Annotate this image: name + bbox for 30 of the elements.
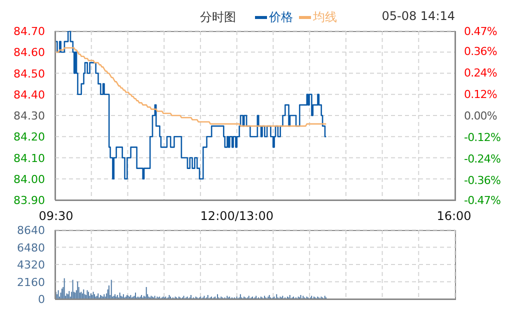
y-tick-label: 83.90 (14, 194, 45, 207)
y-tick-label: 84.70 (14, 25, 45, 38)
legend-label: 均线 (313, 9, 337, 26)
x-tick-label: 16:00 (436, 209, 472, 223)
x-tick-label: 09:30 (38, 209, 74, 223)
y2-tick-label: -0.36% (464, 174, 501, 188)
y-tick-label: 6480 (17, 241, 45, 254)
y-tick-label: 4320 (17, 258, 45, 272)
legend-label: 价格 (269, 9, 293, 26)
y-tick-label: 0 (38, 293, 45, 306)
y-tick-label: 2160 (17, 276, 45, 289)
y-tick-label: 84.50 (14, 67, 45, 80)
y2-tick-label: 0.12% (464, 88, 497, 101)
y-tick-label: 84.40 (14, 88, 45, 102)
y-tick-label: 84.00 (14, 172, 45, 186)
y2-tick-label: 0.24% (464, 66, 497, 80)
chart-title: 分时图 (200, 9, 236, 26)
y-tick-label: 84.20 (14, 130, 45, 144)
y-tick-label: 84.60 (14, 46, 45, 60)
y-tick-label: 8640 (17, 224, 45, 237)
y2-tick-label: -0.12% (464, 131, 501, 144)
y2-tick-label: 0.36% (464, 44, 497, 58)
y-tick-label: 84.10 (14, 152, 45, 165)
y2-tick-label: -0.24% (464, 152, 501, 166)
text: 05-08 14:14 (382, 9, 455, 23)
y2-tick-label: 0.47% (464, 25, 497, 38)
x-tick-label: 12:00/13:00 (200, 209, 274, 223)
y2-tick-label: 0.00% (464, 110, 497, 122)
y-tick-label: 84.30 (14, 110, 45, 122)
y2-tick-label: -0.47% (464, 194, 501, 207)
